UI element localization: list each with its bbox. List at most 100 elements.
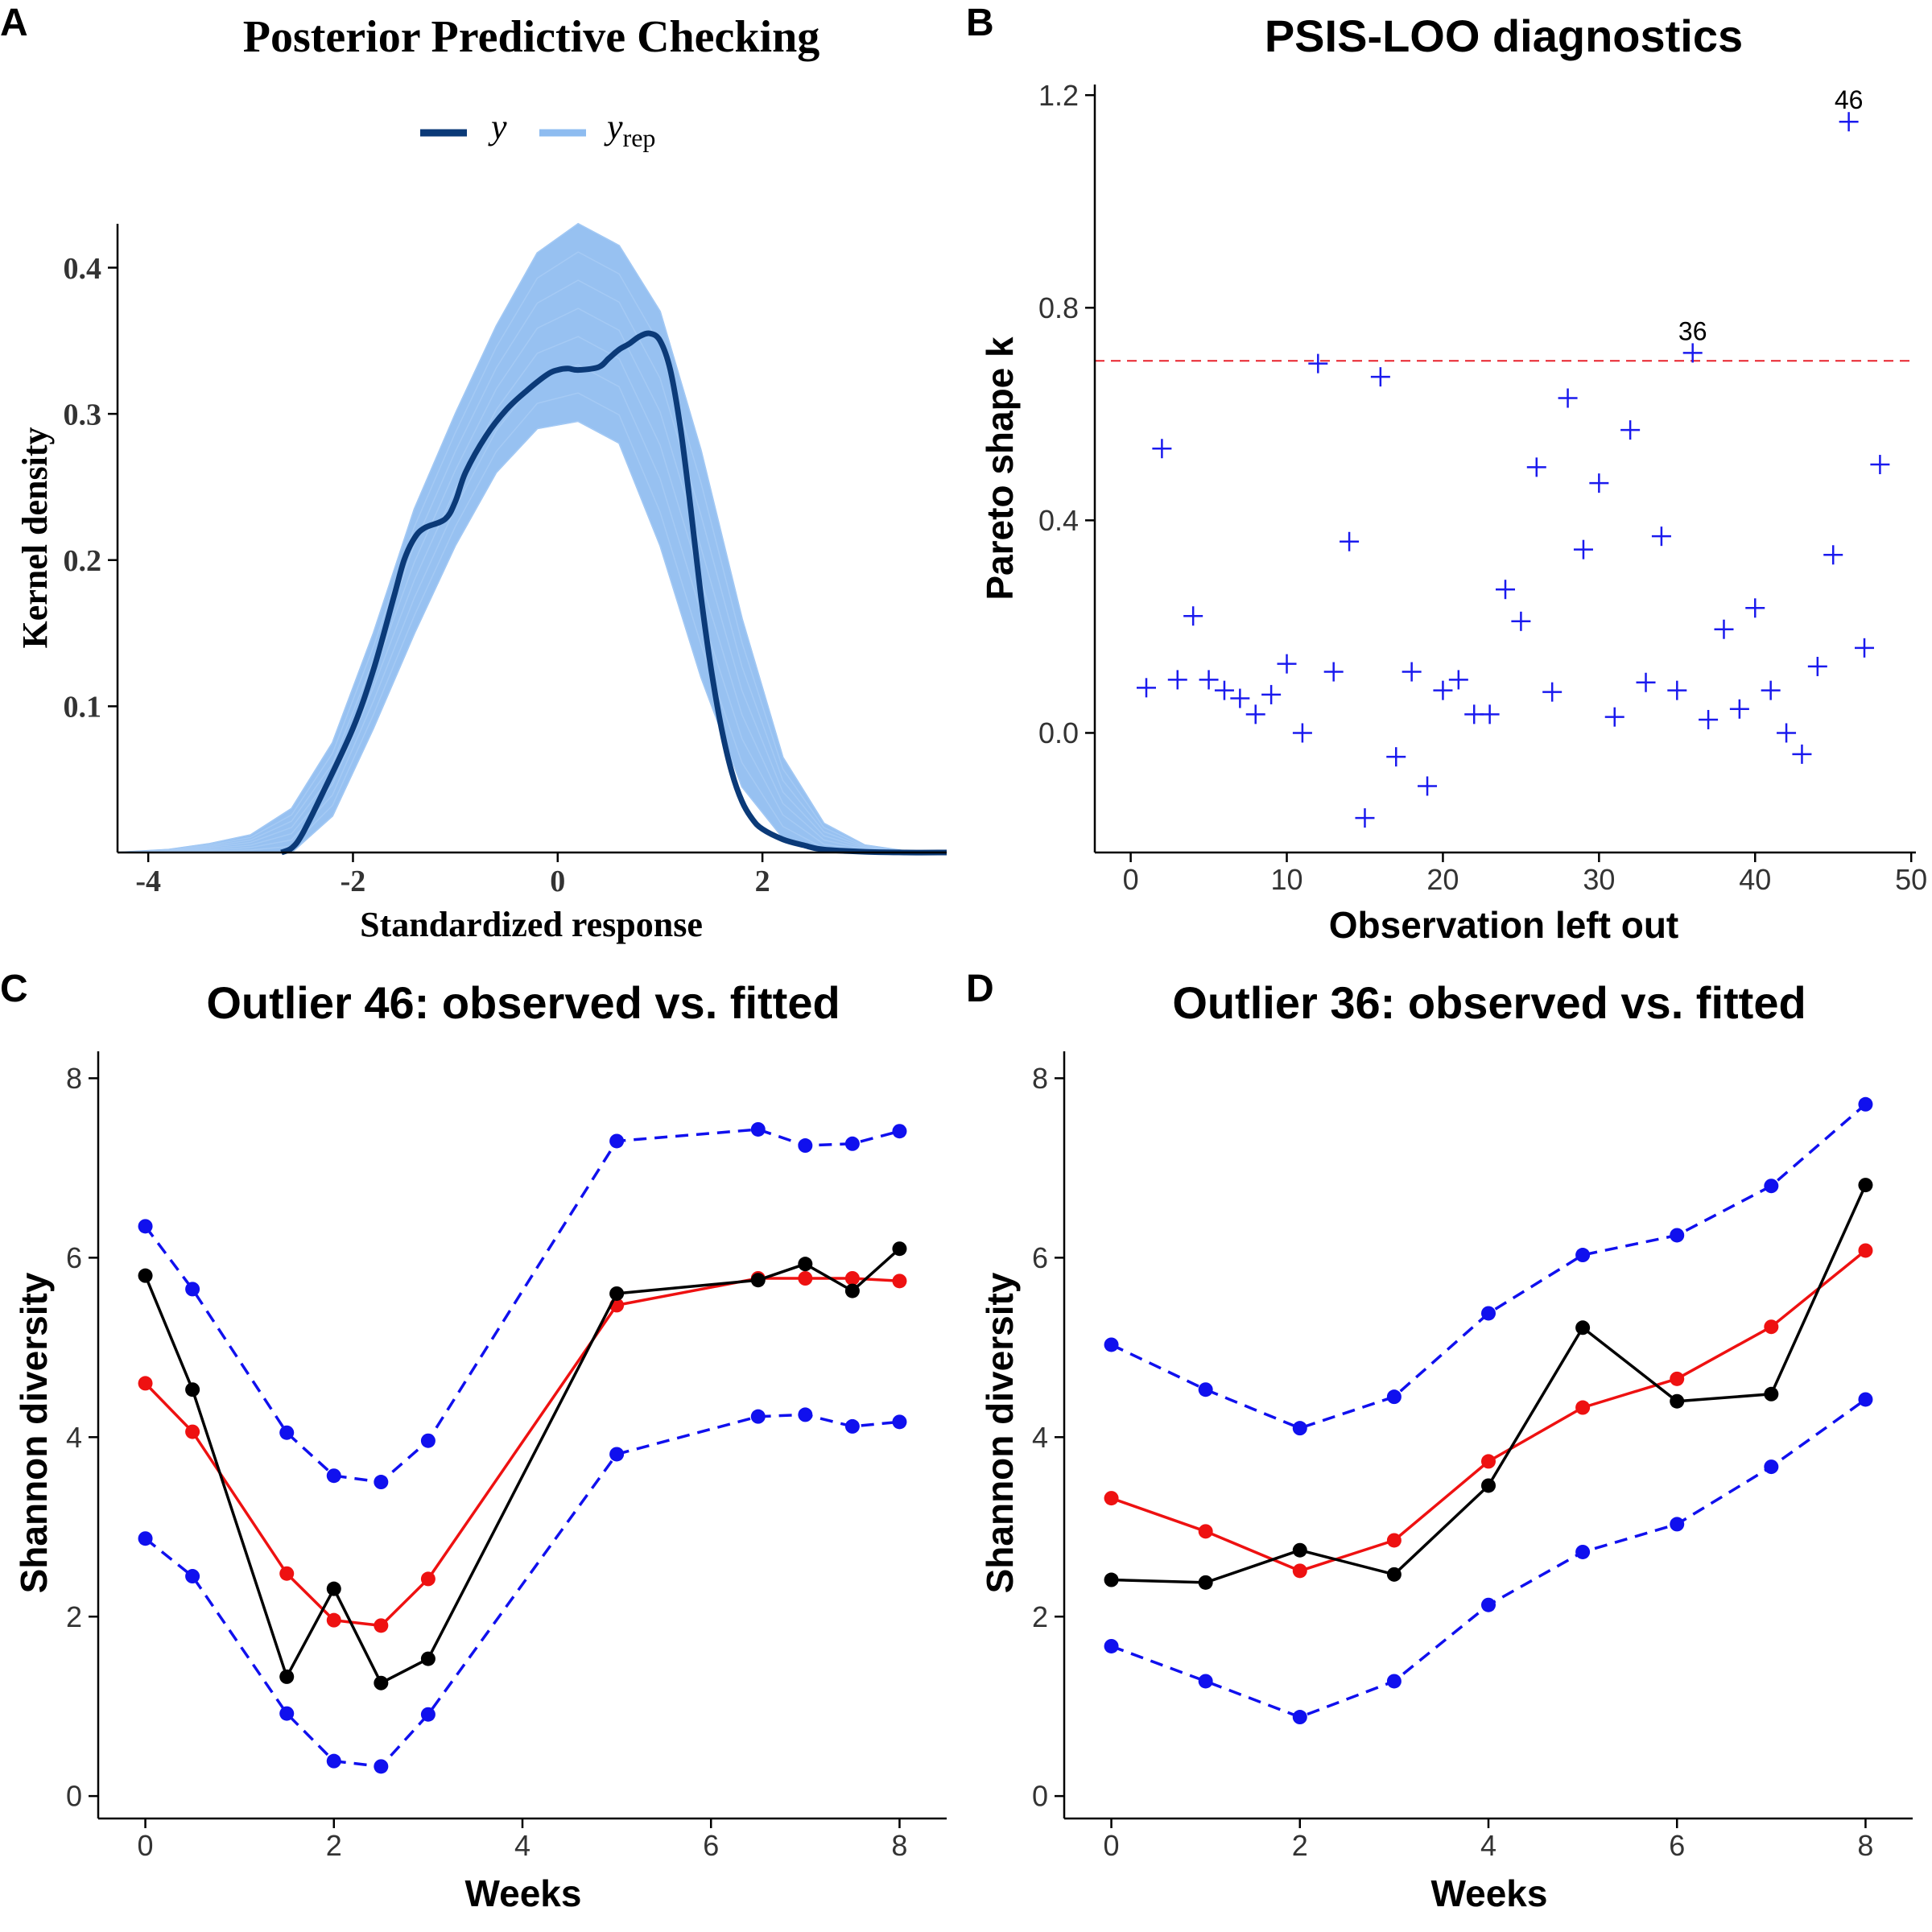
panel-d-upper-point <box>1104 1337 1119 1352</box>
panel-c-y-tick-label: 4 <box>66 1421 82 1454</box>
panel-c-upper-point <box>892 1124 907 1139</box>
panel-d-observed-point <box>1670 1393 1685 1409</box>
panel-d-lower-point <box>1104 1638 1119 1653</box>
panel-d-observed-point <box>1386 1567 1402 1582</box>
panel-d-observed-point <box>1575 1320 1591 1335</box>
legend-yrep-label: yrep <box>604 107 655 152</box>
panel-c-observed-point <box>138 1268 153 1283</box>
panel-c-upper-point <box>844 1136 860 1151</box>
panel-d-fitted-line <box>1111 1249 1867 1573</box>
panel-c-y-tick-label: 2 <box>66 1600 82 1633</box>
yrep-replicate-line <box>118 420 947 853</box>
panel-c-upper-point <box>185 1282 200 1297</box>
pareto-k-point <box>1792 744 1812 764</box>
pareto-k-point <box>1292 723 1312 743</box>
panel-a-density-chart: Posterior Predictive Checking y yrep -4-… <box>15 12 947 944</box>
panel-c-lower-point <box>374 1759 389 1774</box>
pareto-k-point <box>1152 439 1172 459</box>
pareto-k-point <box>1636 672 1656 692</box>
panel-b-x-tick-label: 20 <box>1426 863 1459 896</box>
panel-c-y-tick-label: 0 <box>66 1780 82 1813</box>
pareto-k-point <box>1807 656 1827 676</box>
panel-a-legend: y yrep <box>420 107 655 152</box>
panel-d-observed-point <box>1292 1542 1307 1558</box>
panel-c-fitted-point <box>420 1571 436 1587</box>
panel-c-lower-point <box>844 1418 860 1434</box>
panel-c-fitted-point <box>892 1274 907 1289</box>
yrep-replicate-line <box>117 251 947 853</box>
panel-d-series-lower <box>1104 1392 1873 1725</box>
pareto-k-point <box>1480 704 1500 724</box>
panel-b-title: PSIS-LOO diagnostics <box>1265 10 1743 61</box>
panel-d-series-fitted <box>1104 1243 1873 1579</box>
panel-a-y-tick-label: 0.1 <box>64 691 102 724</box>
pareto-k-point <box>1761 680 1781 700</box>
yrep-replicate-line <box>117 392 947 853</box>
yrep-density-band <box>117 222 947 853</box>
panel-c-upper-point <box>609 1133 625 1149</box>
panel-d-observed-point <box>1104 1572 1119 1587</box>
panel-c-upper-point <box>798 1138 813 1154</box>
pareto-k-point <box>1496 580 1515 600</box>
pareto-k-point <box>1558 388 1578 408</box>
panel-d-lower-line <box>1110 1398 1867 1719</box>
panel-d-y-tick-label: 0 <box>1032 1780 1048 1813</box>
panel-a-yrep-band-group <box>117 222 947 853</box>
panel-letter-c: C <box>0 968 28 1010</box>
panel-d-y-tick-label: 4 <box>1032 1421 1048 1454</box>
panel-c-fitted-line <box>144 1277 900 1628</box>
panel-d-lower-point <box>1198 1674 1213 1689</box>
panel-c-observed-point <box>326 1581 341 1596</box>
panel-d-observed-point <box>1858 1178 1873 1193</box>
panel-a-x-tick-label: -2 <box>341 865 366 898</box>
pareto-k-point <box>1667 680 1687 700</box>
panel-c-outlier46-chart: Outlier 46: observed vs. fitted 0 2 4 6 8 0 2 4… <box>13 977 947 1914</box>
panel-d-fitted-point <box>1764 1319 1779 1335</box>
panel-d-y-tick-label: 2 <box>1032 1600 1048 1633</box>
panel-d-observed-point <box>1198 1575 1213 1590</box>
panel-a-y-axis-label: Kernel density <box>15 427 55 649</box>
panel-c-upper-point <box>279 1425 295 1440</box>
pareto-k-point <box>1230 688 1250 708</box>
yrep-replicate-line <box>117 336 947 853</box>
panel-d-lower-point <box>1575 1544 1591 1559</box>
pareto-k-point <box>1418 776 1438 796</box>
panel-c-lower-point <box>420 1707 436 1722</box>
pareto-k-point <box>1870 455 1890 475</box>
panel-a-x-tick-label: 0 <box>550 865 565 898</box>
panel-d-fitted-point <box>1198 1524 1213 1539</box>
pareto-k-point <box>1214 680 1234 700</box>
panel-c-fitted-point <box>374 1618 389 1633</box>
pareto-k-point <box>1729 699 1749 719</box>
panel-d-upper-point <box>1670 1228 1685 1243</box>
panel-d-fitted-point <box>1575 1400 1591 1415</box>
panel-d-x-tick-label: 0 <box>1104 1829 1120 1862</box>
panel-d-fitted-point <box>1858 1243 1873 1258</box>
panel-c-upper-point <box>374 1475 389 1490</box>
panel-c-observed-point <box>798 1257 813 1272</box>
panel-d-observed-point <box>1481 1478 1496 1493</box>
pareto-k-point <box>1511 611 1531 631</box>
panel-c-lower-point <box>185 1569 200 1584</box>
panel-c-lower-point <box>279 1706 295 1721</box>
panel-b-x-tick-label: 10 <box>1270 863 1302 896</box>
panel-letter-b: B <box>966 2 994 44</box>
pareto-k-point <box>1370 367 1390 387</box>
pareto-k-point <box>1823 545 1843 565</box>
panel-c-upper-point <box>420 1433 436 1448</box>
pareto-k-point <box>1714 619 1734 639</box>
panel-c-fitted-point <box>798 1270 813 1286</box>
panel-d-lower-point <box>1764 1459 1779 1475</box>
panel-c-series-observed <box>138 1241 907 1690</box>
panel-b-x-tick-label: 50 <box>1895 863 1927 896</box>
panel-d-lower-point <box>1481 1597 1496 1612</box>
panel-c-lower-line <box>144 1413 900 1769</box>
panel-c-fitted-point <box>185 1424 200 1439</box>
panel-b-y-tick-label: 0.4 <box>1038 504 1079 537</box>
pareto-k-point <box>1573 539 1593 559</box>
pareto-k-point <box>1277 654 1297 674</box>
panel-d-y-tick-label: 8 <box>1032 1062 1048 1095</box>
panel-c-upper-line <box>144 1128 900 1484</box>
panel-a-x-tick-label: 2 <box>755 865 770 898</box>
